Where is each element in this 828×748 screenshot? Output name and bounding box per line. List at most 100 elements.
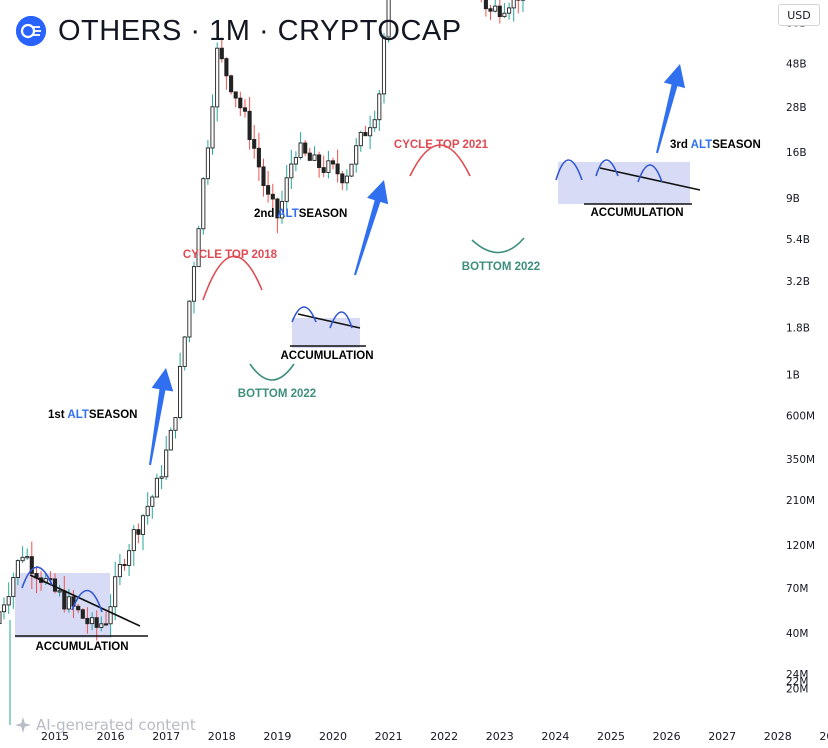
x-tick-label: 2021 <box>375 730 403 743</box>
cycle-top-arc <box>202 255 263 301</box>
candle-body <box>210 106 215 149</box>
candle-body <box>511 0 516 9</box>
candle-body <box>224 58 229 77</box>
candle-body <box>247 110 252 141</box>
candle-body <box>76 605 81 611</box>
candle-body <box>354 145 359 165</box>
annotation-label: ACCUMULATION <box>590 207 683 219</box>
candle-body <box>488 8 493 12</box>
candle-body <box>307 152 312 161</box>
y-tick-label: 40M <box>786 628 808 640</box>
altseason-arrow <box>656 64 686 154</box>
y-tick-label: 48B <box>786 59 807 71</box>
altseason-label: 3rd ALTSEASON <box>670 139 761 151</box>
candle-body <box>57 590 62 593</box>
y-tick-label: 9B <box>786 193 800 205</box>
candle-body <box>266 185 271 195</box>
y-tick-label: 3.2B <box>786 276 810 288</box>
candle-body <box>62 590 67 610</box>
candle-body <box>219 47 224 60</box>
candle-body <box>270 193 275 200</box>
x-tick-label: 2023 <box>486 730 514 743</box>
top-arc <box>71 589 103 613</box>
y-tick-label: 600M <box>786 411 815 423</box>
candle-body <box>493 5 498 12</box>
candle-body <box>66 596 71 610</box>
x-tick-label: 2016 <box>97 730 125 743</box>
candle-body <box>215 47 220 108</box>
top-arc <box>595 159 619 177</box>
candle-body <box>279 200 285 219</box>
candle-body <box>164 449 169 478</box>
top-arc <box>21 566 53 589</box>
candle-body <box>117 563 122 578</box>
y-tick-label: 70M <box>786 583 808 595</box>
y-tick-label: 1.8B <box>786 322 810 334</box>
candle-body <box>502 12 507 18</box>
candle-body <box>298 142 303 158</box>
annotation-label: ACCUMULATION <box>280 350 373 362</box>
candle-body <box>29 556 34 574</box>
candle-body <box>178 365 183 418</box>
candle-body <box>201 178 206 230</box>
y-tick-label: 28B <box>786 102 807 114</box>
candle-body <box>497 5 502 18</box>
candle-body <box>173 417 178 431</box>
y-tick-label: 20M <box>786 684 808 696</box>
candle-body <box>256 147 261 168</box>
y-tick-label: 24M <box>786 669 808 681</box>
candle-body <box>182 336 187 367</box>
annotation-label: CYCLE TOP 2021 <box>394 139 489 151</box>
candle-body <box>90 617 95 625</box>
candle-body <box>0 611 2 625</box>
candle-body <box>252 139 257 149</box>
candle-body <box>317 154 322 168</box>
candle-body <box>372 119 377 129</box>
x-tick-label: 2019 <box>263 730 291 743</box>
candle-body <box>168 429 173 451</box>
candle-body <box>150 496 155 507</box>
candle-body <box>145 505 150 517</box>
candle-body <box>340 173 345 184</box>
candle-body <box>303 142 308 154</box>
altseason-arrow <box>149 368 174 466</box>
altseason-arrow <box>354 180 389 276</box>
candle-body <box>15 560 20 578</box>
chart-header: OTHERS · 1M · CRYPTOCAP <box>16 14 462 48</box>
symbol-title: OTHERS · 1M · CRYPTOCAP <box>58 14 462 47</box>
candle-body <box>187 300 192 338</box>
candle-body <box>127 550 132 566</box>
candle-body <box>358 132 363 147</box>
candle-body <box>20 556 25 562</box>
x-tick-label: 2026 <box>653 730 681 743</box>
candle-body <box>233 91 238 99</box>
y-tick-label: 210M <box>786 495 815 507</box>
y-tick-label: 22M <box>786 676 808 688</box>
candle-body <box>52 578 58 592</box>
candle-body <box>312 154 317 161</box>
candle-body <box>108 606 113 625</box>
candle-body <box>103 623 109 626</box>
candle-body <box>136 529 141 535</box>
altseason-label: 2nd ALTSEASON <box>254 208 347 220</box>
candle-body <box>11 577 16 598</box>
y-tick-label: 120M <box>786 540 815 552</box>
bottom-arc <box>249 363 295 381</box>
sparkle-icon <box>15 717 31 733</box>
candle-body <box>229 75 234 93</box>
candle-body <box>140 515 146 535</box>
x-tick-label: 2018 <box>208 730 236 743</box>
y-tick-label: 16B <box>786 147 807 159</box>
candle-body <box>205 147 210 180</box>
candle-body <box>122 563 127 567</box>
annotation-label: BOTTOM 2022 <box>462 261 540 273</box>
candle-body <box>99 623 104 628</box>
candle-body <box>6 596 11 606</box>
candle-body <box>159 476 164 479</box>
top-arc <box>637 164 663 183</box>
annotation-label: CYCLE TOP 2018 <box>183 249 278 261</box>
currency-selector[interactable]: USD <box>778 4 820 26</box>
candle-body <box>507 7 512 14</box>
